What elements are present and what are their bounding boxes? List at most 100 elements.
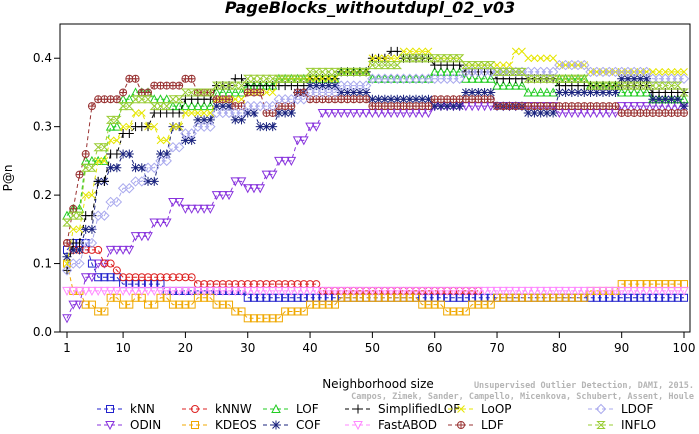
- point-inflo: [105, 115, 116, 124]
- point-cof: [162, 149, 172, 159]
- point-loop: [69, 225, 78, 234]
- point-cof: [448, 101, 458, 111]
- point-lof: [112, 121, 122, 131]
- point-ldof: [236, 107, 247, 119]
- point-knnw: [156, 273, 165, 282]
- point-odin: [199, 204, 209, 214]
- point-inflo: [280, 74, 290, 83]
- point-inflo: [442, 54, 452, 63]
- point-fastabod: [454, 286, 465, 296]
- point-inflo: [623, 81, 633, 90]
- point-inflo: [180, 88, 191, 97]
- point-inflo: [74, 211, 85, 220]
- point-fastabod: [68, 286, 79, 296]
- point-ldf: [598, 102, 607, 111]
- point-knnw: [87, 245, 96, 254]
- point-knnw: [162, 273, 171, 282]
- legend-item-loop: LoOP: [448, 402, 512, 416]
- point-inflo: [143, 95, 153, 104]
- point-knnw: [187, 273, 196, 282]
- point-fastabod: [548, 286, 558, 296]
- point-inflo: [398, 54, 409, 63]
- point-kdeos: [312, 300, 321, 309]
- point-odin: [317, 108, 328, 119]
- point-loop: [156, 136, 165, 145]
- point-lof: [180, 101, 191, 111]
- point-inflo: [604, 81, 614, 90]
- point-loop: [113, 136, 121, 145]
- point-odin: [305, 122, 315, 132]
- point-cof: [461, 87, 471, 97]
- point-kdeos: [480, 300, 489, 309]
- point-cof: [311, 81, 321, 91]
- legend-marker: [271, 403, 281, 413]
- point-ldof: [61, 265, 73, 276]
- point-fastabod: [461, 286, 471, 296]
- point-odin: [74, 300, 85, 310]
- point-cof: [561, 87, 571, 97]
- point-lof: [230, 87, 241, 97]
- point-fastabod: [517, 286, 527, 296]
- series-fastabod: [62, 286, 689, 296]
- point-cof: [374, 94, 384, 104]
- point-cof: [280, 108, 290, 118]
- point-fastabod: [386, 286, 396, 296]
- point-cof: [598, 87, 608, 97]
- point-inflo: [236, 81, 247, 90]
- point-loop: [137, 109, 146, 117]
- point-inflo: [660, 81, 671, 90]
- point-fastabod: [666, 286, 677, 296]
- point-odin: [105, 245, 116, 255]
- point-lof: [93, 155, 103, 165]
- point-ldf: [362, 95, 371, 104]
- point-fastabod: [654, 286, 664, 296]
- point-fastabod: [330, 286, 340, 296]
- point-fastabod: [168, 286, 178, 296]
- point-kdeos: [468, 300, 477, 309]
- x-tick-label: 80: [552, 341, 567, 355]
- point-kdeos: [181, 300, 190, 309]
- point-loop: [100, 157, 109, 165]
- point-cof: [74, 245, 84, 255]
- legend-item-fastabod: FastABOD: [345, 418, 437, 432]
- point-loop: [530, 54, 539, 63]
- point-fastabod: [311, 286, 322, 296]
- point-kdeos: [100, 307, 109, 316]
- point-lof: [498, 80, 509, 90]
- point-cof: [255, 122, 265, 132]
- point-fastabod: [80, 286, 91, 296]
- series-inflo: [62, 54, 689, 227]
- point-cof: [118, 149, 128, 159]
- point-cof: [473, 87, 483, 97]
- point-fastabod: [498, 286, 509, 296]
- legend-item-lof: LOF: [263, 402, 319, 416]
- point-inflo: [629, 81, 639, 90]
- legend-label: INFLO: [621, 418, 656, 432]
- point-ldf: [680, 108, 689, 117]
- point-cof: [442, 101, 452, 111]
- legend-marker: [191, 405, 199, 413]
- chart-title: PageBlocks_withoutdupl_02_v03: [225, 0, 515, 17]
- y-tick-label: 0.4: [33, 51, 52, 65]
- point-knnw: [131, 273, 140, 282]
- point-cof: [480, 87, 490, 97]
- point-inflo: [124, 102, 135, 111]
- point-knn: [100, 273, 109, 282]
- point-ldof: [298, 94, 310, 105]
- point-inflo: [592, 81, 602, 90]
- point-ldf: [567, 102, 576, 111]
- point-loop: [380, 54, 389, 63]
- point-cof: [367, 94, 377, 104]
- point-fastabod: [560, 286, 571, 296]
- point-inflo: [511, 67, 521, 76]
- point-kdeos: [225, 300, 234, 309]
- point-loop: [374, 54, 383, 63]
- point-loop: [518, 47, 526, 56]
- point-loop: [368, 54, 377, 63]
- point-fastabod: [648, 286, 658, 296]
- point-loop: [268, 88, 277, 97]
- x-tick-label: 60: [427, 341, 442, 355]
- point-cof: [261, 122, 271, 132]
- point-inflo: [585, 81, 596, 90]
